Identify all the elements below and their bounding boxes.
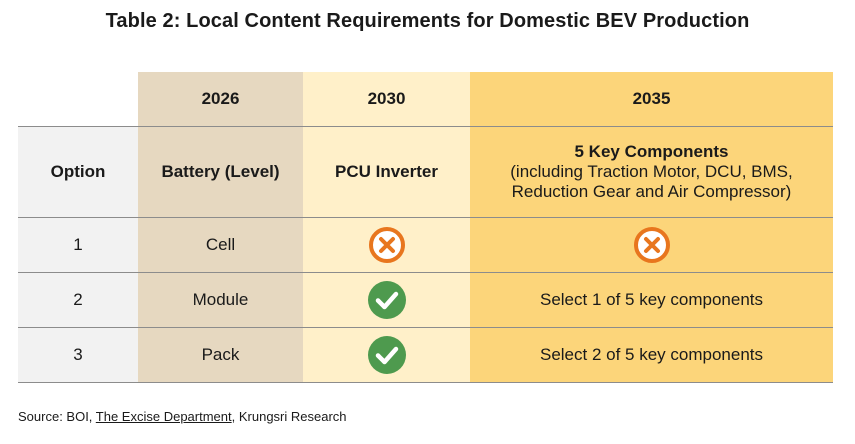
option-cell: 3 xyxy=(18,327,138,383)
pcu-cell xyxy=(303,327,470,383)
table-row: 1 Cell xyxy=(18,217,833,273)
column-header-row: Option Battery (Level) PCU Inverter 5 Ke… xyxy=(18,126,833,218)
pcu-cell xyxy=(303,272,470,328)
option-cell: 1 xyxy=(18,217,138,273)
battery-level-header: Battery (Level) xyxy=(138,126,303,218)
excise-department-link[interactable]: The Excise Department xyxy=(95,409,232,424)
empty-corner-cell xyxy=(18,72,138,127)
battery-cell: Cell xyxy=(138,217,303,273)
table-row: 3 Pack Select 2 of 5 key components xyxy=(18,327,833,383)
pcu-inverter-header: PCU Inverter xyxy=(303,126,470,218)
option-header: Option xyxy=(18,126,138,218)
table-row: 2 Module Select 1 of 5 key components xyxy=(18,272,833,328)
key-components-detail-line2: Reduction Gear and Air Compressor) xyxy=(511,182,792,201)
pcu-cell xyxy=(303,217,470,273)
year-2035-header: 2035 xyxy=(470,72,833,127)
year-2030-header: 2030 xyxy=(303,72,470,127)
year-header-row: 2026 2030 2035 xyxy=(18,72,833,127)
components-cell xyxy=(470,217,833,273)
key-components-detail-line1: (including Traction Motor, DCU, BMS, xyxy=(510,162,793,181)
check-circle-icon xyxy=(367,336,406,374)
components-cell: Select 1 of 5 key components xyxy=(470,272,833,328)
components-cell: Select 2 of 5 key components xyxy=(470,327,833,383)
battery-cell: Module xyxy=(138,272,303,328)
source-note: Source: BOI, The Excise Department, Krun… xyxy=(18,409,347,424)
source-prefix: Source: BOI, xyxy=(18,409,96,424)
cross-circle-icon xyxy=(633,227,670,263)
table-title: Table 2: Local Content Requirements for … xyxy=(105,10,750,32)
cross-circle-icon xyxy=(368,227,405,263)
check-circle-icon xyxy=(367,281,406,319)
key-components-header: 5 Key Components (including Traction Mot… xyxy=(470,126,833,218)
battery-cell: Pack xyxy=(138,327,303,383)
year-2026-header: 2026 xyxy=(138,72,303,127)
option-cell: 2 xyxy=(18,272,138,328)
key-components-title: 5 Key Components xyxy=(574,142,729,161)
source-suffix: , Krungsri Research xyxy=(231,409,347,424)
local-content-table: 2026 2030 2035 Option Battery (Level) PC… xyxy=(18,72,833,383)
